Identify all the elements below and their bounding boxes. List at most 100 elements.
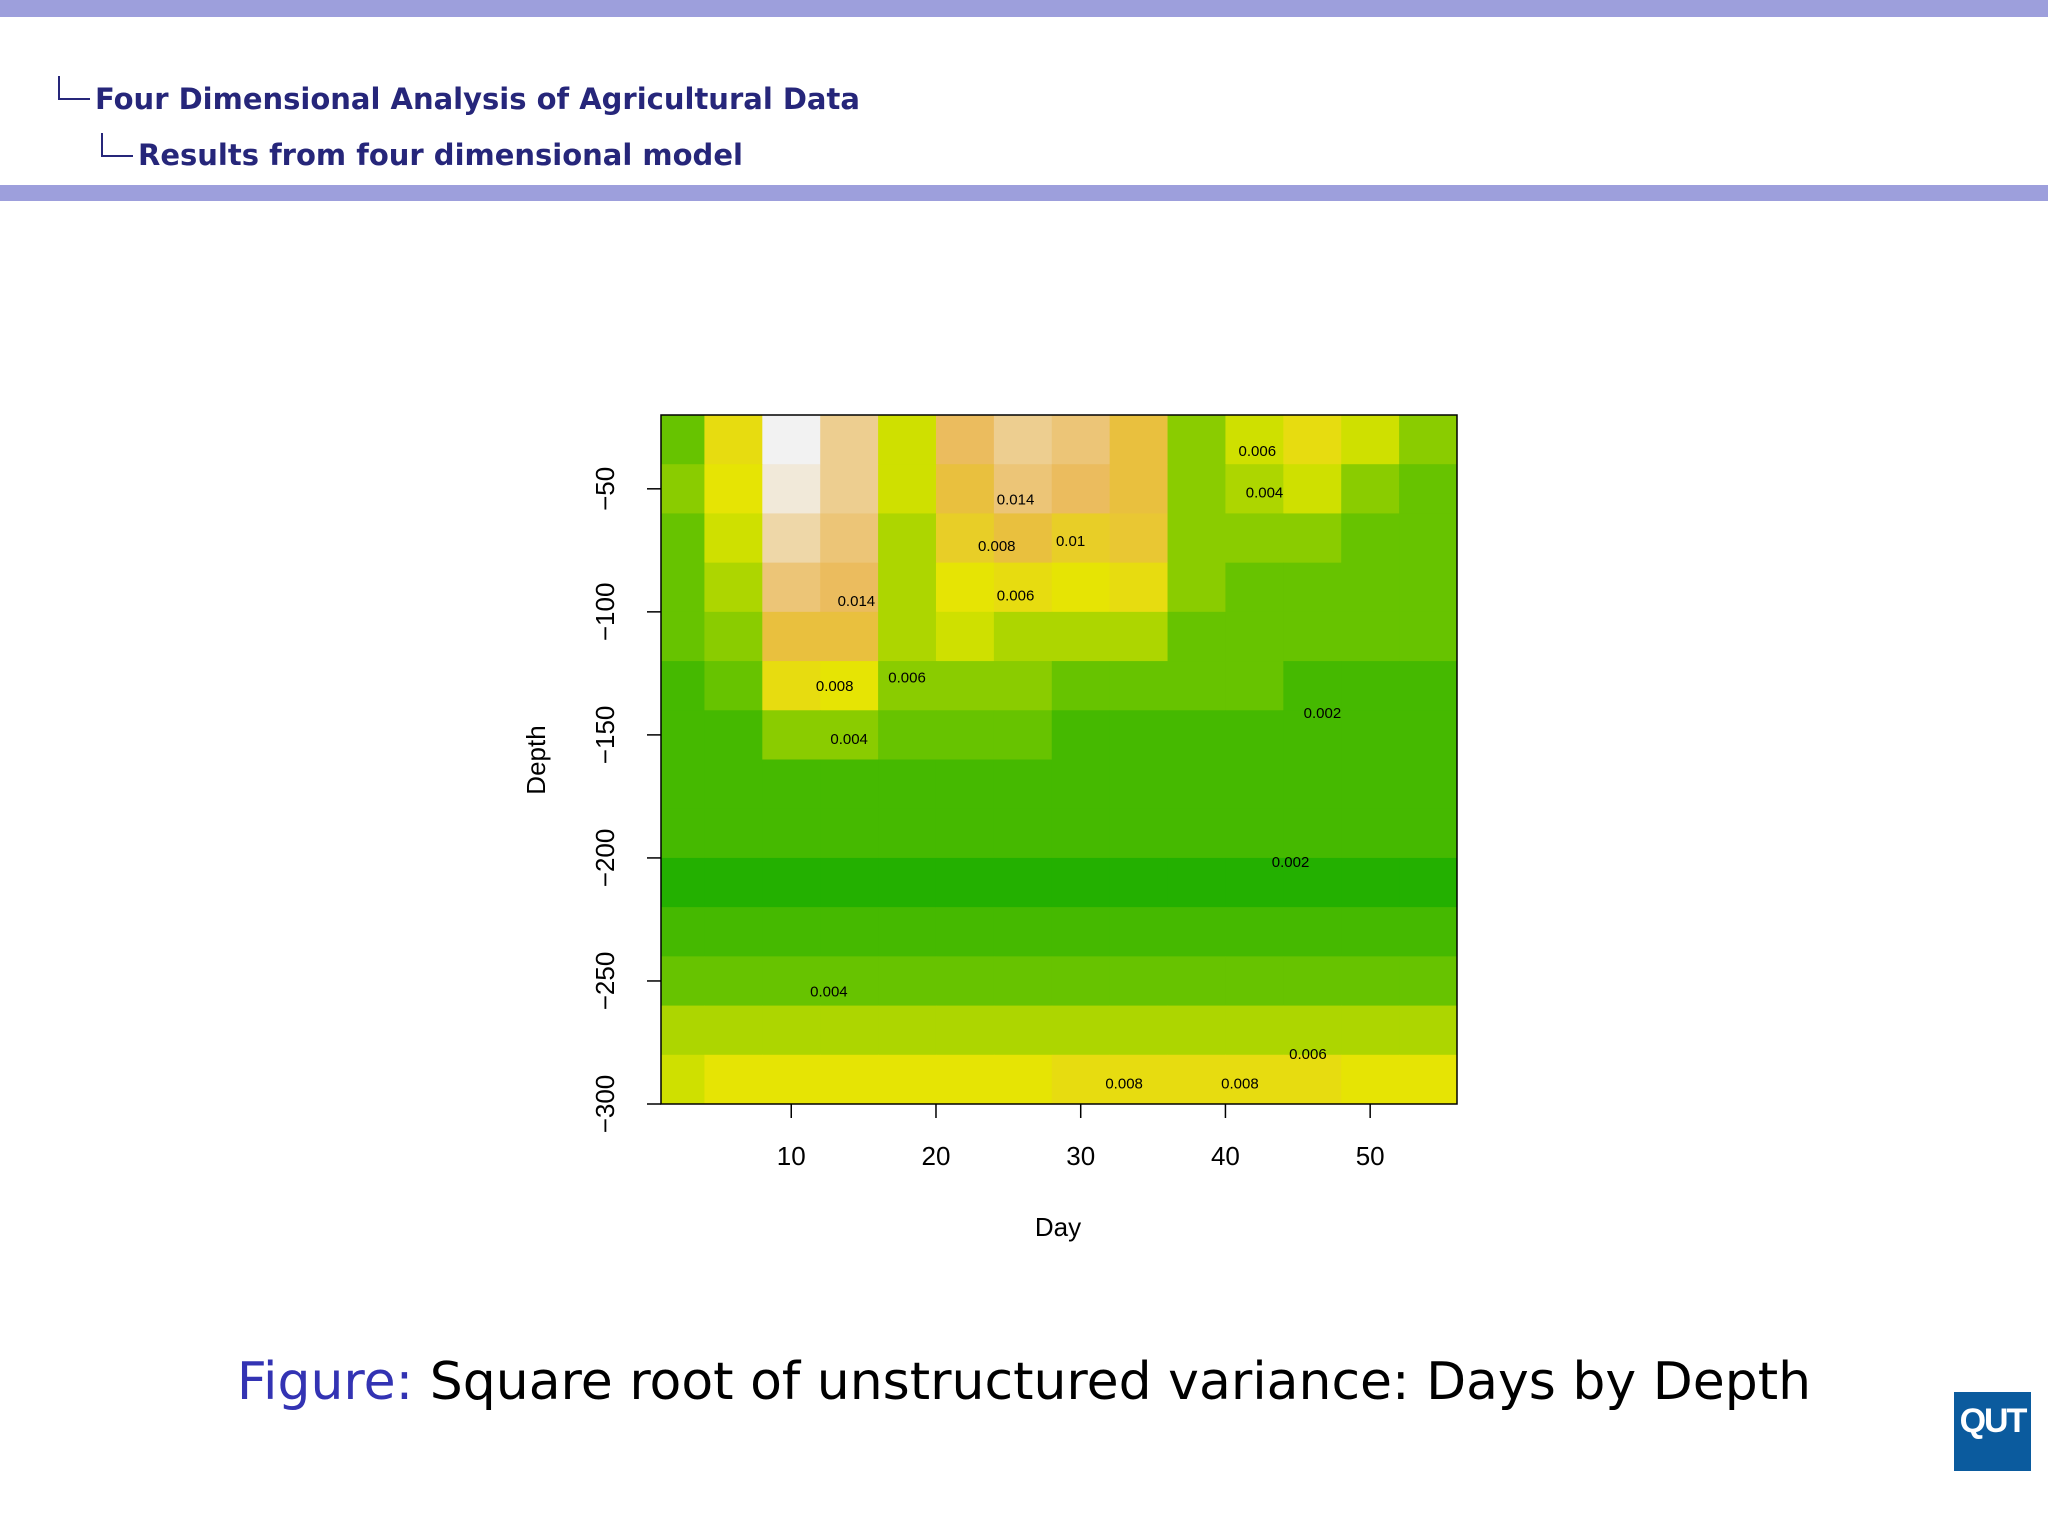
heatmap-cell [762,513,821,564]
heatmap-cell [1341,562,1400,613]
heatmap-cell [1167,464,1226,514]
contour-label: 0.004 [810,983,848,1000]
heatmap-cell [878,562,937,613]
heatmap-cell [661,1054,705,1104]
contour-label: 0.014 [838,593,876,610]
heatmap-cell [762,857,821,908]
heatmap-cell [661,415,705,465]
heatmap-cell [878,1054,937,1104]
heatmap-cell [1225,611,1284,662]
heatmap-cell [993,562,1053,613]
heatmap-cell [762,710,821,760]
heatmap-cell [762,415,821,465]
caption-prefix: Figure: [236,1352,414,1412]
heatmap-cell [935,464,995,514]
heatmap-cell [878,956,937,1007]
heatmap-cell [1109,415,1169,465]
heatmap-cell [1283,415,1342,465]
heatmap-cell [1167,759,1226,810]
heatmap-cell [1225,513,1284,564]
heatmap-cell [993,1054,1053,1104]
heatmap-cell [1051,661,1111,711]
heatmap-cell [1051,808,1111,859]
heatmap-cell [935,808,995,859]
heatmap-cell [1051,759,1111,810]
heatmap-cell [1109,907,1169,957]
heatmap-cell [1109,710,1169,760]
heatmap-cell [1051,513,1111,564]
x-axis-label: Day [1035,1212,1081,1242]
heatmap-cell [1167,857,1226,908]
heatmap-cell [878,759,937,810]
heatmap-cell [704,464,763,514]
heatmap-cell [1341,1005,1400,1056]
heatmap-cell [993,661,1053,711]
heatmap-cell [704,513,763,564]
heatmap-cell [704,710,763,760]
heatmap-cell [1051,956,1111,1007]
heatmap-cell [878,661,937,711]
y-tick-label: −300 [590,1075,620,1134]
heatmap-cell [1341,464,1400,514]
tree-line [101,133,133,157]
heatmap-cell [1283,907,1342,957]
section-title: Four Dimensional Analysis of Agricultura… [95,82,860,116]
heatmap-cell [1283,956,1342,1007]
heatmap-cell [661,857,705,908]
heatmap-cell [935,759,995,810]
x-tick-label: 40 [1211,1141,1240,1171]
heatmap-cell [1109,956,1169,1007]
heatmap-cell [1167,1054,1226,1104]
heatmap-cell [704,1005,763,1056]
heatmap-cell [1051,464,1111,514]
heatmap-cell [1051,415,1111,465]
heatmap-cell [935,562,995,613]
heatmap-cell [1225,1005,1284,1056]
y-tick-label: −200 [590,829,620,888]
heatmap-cell [1341,907,1400,957]
heatmap-cell [1341,759,1400,810]
header-bar [0,185,2048,201]
heatmap-cell [1051,1005,1111,1056]
heatmap-cell [1341,1054,1400,1104]
heatmap-cell [820,415,879,465]
contour-label: 0.008 [978,538,1016,555]
header-bar [0,0,2048,17]
heatmap-cell [1225,759,1284,810]
heatmap-cell [993,956,1053,1007]
heatmap-cell [762,1005,821,1056]
heatmap-cell [1109,857,1169,908]
heatmap-cell [1399,808,1457,859]
contour-label: 0.006 [1289,1046,1327,1063]
contour-label: 0.004 [1246,485,1284,502]
heatmap-cell [1167,1005,1226,1056]
heatmap-cell [993,759,1053,810]
heatmap-cell [1283,464,1342,514]
heatmap-cell [993,415,1053,465]
heatmap-cell [1109,661,1169,711]
heatmap-cell [820,759,879,810]
heatmap-cell [820,1005,879,1056]
heatmap-cell [1283,513,1342,564]
heatmap-cell [878,1005,937,1056]
heatmap-cell [1167,808,1226,859]
heatmap-cell [1167,513,1226,564]
heatmap [661,415,1457,1104]
y-tick-label: −50 [590,467,620,511]
heatmap-cell [935,956,995,1007]
heatmap-cell [820,1054,879,1104]
heatmap-cell [820,710,879,760]
heatmap-cell [820,562,879,613]
heatmap-cell [1341,956,1400,1007]
heatmap-cell [1283,562,1342,613]
heatmap-cell [820,907,879,957]
heatmap-cell [661,611,705,662]
heatmap-cell [1109,808,1169,859]
heatmap-cell [1341,415,1400,465]
heatmap-cell [1051,611,1111,662]
heatmap-cell [704,415,763,465]
heatmap-cell [1109,1005,1169,1056]
heatmap-cell [1225,956,1284,1007]
heatmap-cell [993,907,1053,957]
heatmap-cell [1109,513,1169,564]
